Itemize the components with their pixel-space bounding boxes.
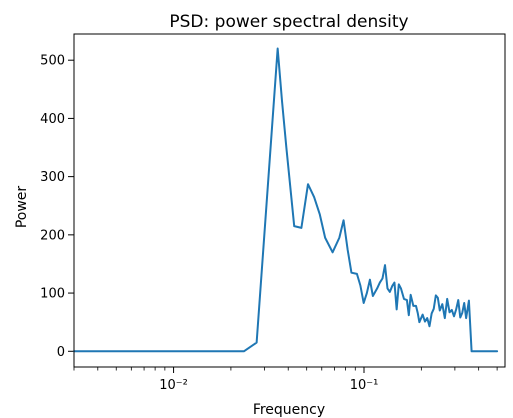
psd-series-line [73, 47, 499, 353]
ticks-layer: 10⁻² 10⁻¹ 0 100 200 300 400 500 [40, 54, 498, 393]
y-tick-label: 200 [40, 228, 65, 243]
plot-frame [73, 33, 506, 368]
y-tick-label: 100 [40, 287, 65, 302]
series-layer [73, 47, 499, 353]
x-tick-label: 10⁻¹ [350, 378, 379, 393]
x-axis-label: Frequency [253, 402, 325, 418]
y-tick-label: 300 [40, 170, 65, 185]
x-tick-label: 10⁻² [159, 378, 188, 393]
y-tick-label: 400 [40, 112, 65, 127]
y-axis-label: Power [14, 186, 30, 229]
chart-title: PSD: power spectral density [169, 12, 408, 32]
y-tick-label: 500 [40, 54, 65, 69]
y-tick-label: 0 [57, 345, 65, 360]
